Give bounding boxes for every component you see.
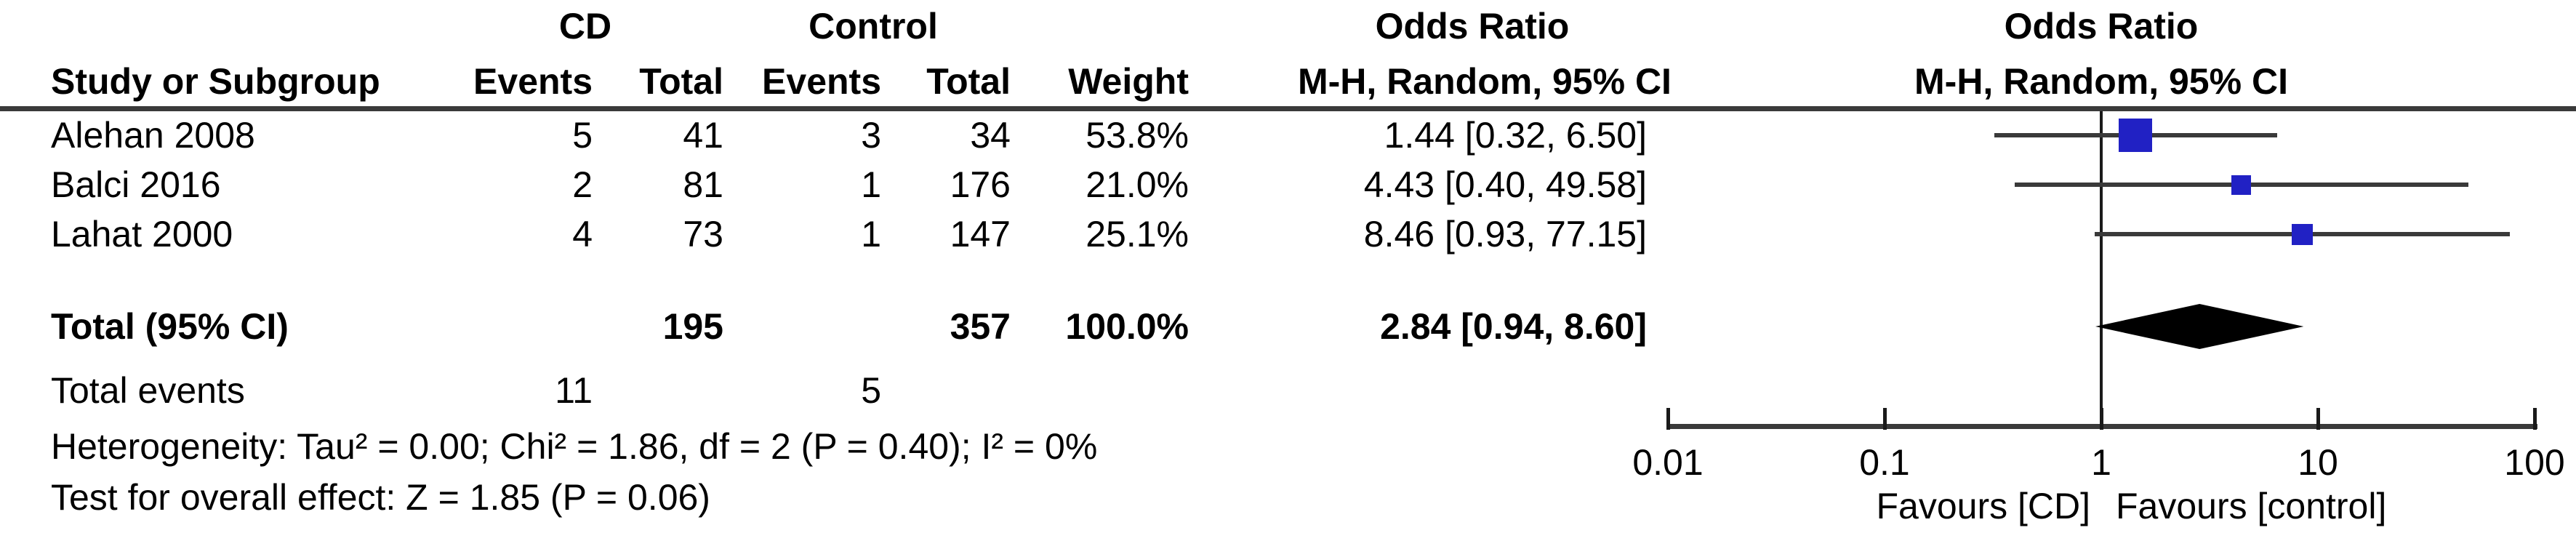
control-events-value: 1: [861, 214, 881, 255]
weight-value: 25.1%: [1086, 214, 1189, 255]
weight-square: [2291, 223, 2313, 245]
total-events-control: 5: [861, 370, 881, 411]
study-name: Balci 2016: [51, 164, 221, 205]
favours-right-label: Favours [control]: [2116, 486, 2387, 526]
axis-tick: [1666, 408, 1670, 430]
study-name: Lahat 2000: [51, 214, 233, 255]
or-column-title: Odds Ratio: [1375, 6, 1570, 47]
total-weight: 100.0%: [1065, 306, 1189, 347]
control-total-header: Total: [926, 61, 1011, 102]
cd-total-value: 81: [683, 164, 723, 205]
control-events-value: 1: [861, 164, 881, 205]
control-events-header: Events: [762, 61, 881, 102]
axis-tick: [2100, 408, 2103, 430]
cd-total-value: 73: [683, 214, 723, 255]
axis-tick-label: 10: [2298, 442, 2338, 483]
study-name: Alehan 2008: [51, 115, 255, 156]
axis-tick-label: 0.1: [1859, 442, 1910, 483]
group2-header: Control: [808, 6, 938, 47]
total-events-label: Total events: [51, 370, 245, 411]
total-label: Total (95% CI): [51, 306, 289, 347]
group1-header: CD: [558, 6, 612, 47]
total-events-cd: 11: [555, 370, 593, 411]
cd-events-value: 2: [572, 164, 593, 205]
summary-diamond: [2095, 304, 2304, 349]
cd-total-value: 41: [683, 115, 723, 156]
control-events-value: 3: [861, 115, 881, 156]
no-effect-line: [2100, 111, 2103, 427]
axis-tick-label: 1: [2091, 442, 2111, 483]
or-column-subheader: M-H, Random, 95% CI: [1298, 61, 1672, 102]
cd-events-value: 5: [572, 115, 593, 156]
axis-tick-label: 0.01: [1632, 442, 1704, 483]
cd-events-value: 4: [572, 214, 593, 255]
control-total-value: 34: [970, 115, 1011, 156]
total-or-ci: 2.84 [0.94, 8.60]: [1380, 306, 1647, 347]
plot-subheader: M-H, Random, 95% CI: [1914, 61, 2288, 102]
total-cd-n: 195: [662, 306, 723, 347]
weight-header: Weight: [1068, 61, 1189, 102]
header-divider: [0, 106, 2576, 111]
weight-square: [2231, 175, 2252, 195]
axis-tick: [2316, 408, 2320, 430]
or-ci-value: 1.44 [0.32, 6.50]: [1384, 115, 1647, 156]
total-control-n: 357: [950, 306, 1011, 347]
plot-title: Odds Ratio: [2004, 6, 2199, 47]
or-ci-value: 8.46 [0.93, 77.15]: [1363, 214, 1647, 255]
axis-tick: [1883, 408, 1887, 430]
heterogeneity-text: Heterogeneity: Tau² = 0.00; Chi² = 1.86,…: [51, 426, 1098, 467]
weight-value: 21.0%: [1086, 164, 1189, 205]
favours-left-label: Favours [CD]: [1876, 486, 2090, 526]
weight-value: 53.8%: [1086, 115, 1189, 156]
cd-total-header: Total: [639, 61, 723, 102]
overall-effect-text: Test for overall effect: Z = 1.85 (P = 0…: [51, 477, 710, 518]
cd-events-header: Events: [473, 61, 593, 102]
axis-tick-label: 100: [2504, 442, 2565, 483]
weight-square: [2119, 119, 2153, 152]
control-total-value: 176: [950, 164, 1011, 205]
axis-tick: [2533, 408, 2537, 430]
control-total-value: 147: [950, 214, 1011, 255]
or-ci-value: 4.43 [0.40, 49.58]: [1363, 164, 1647, 205]
study-column-header: Study or Subgroup: [51, 61, 380, 102]
